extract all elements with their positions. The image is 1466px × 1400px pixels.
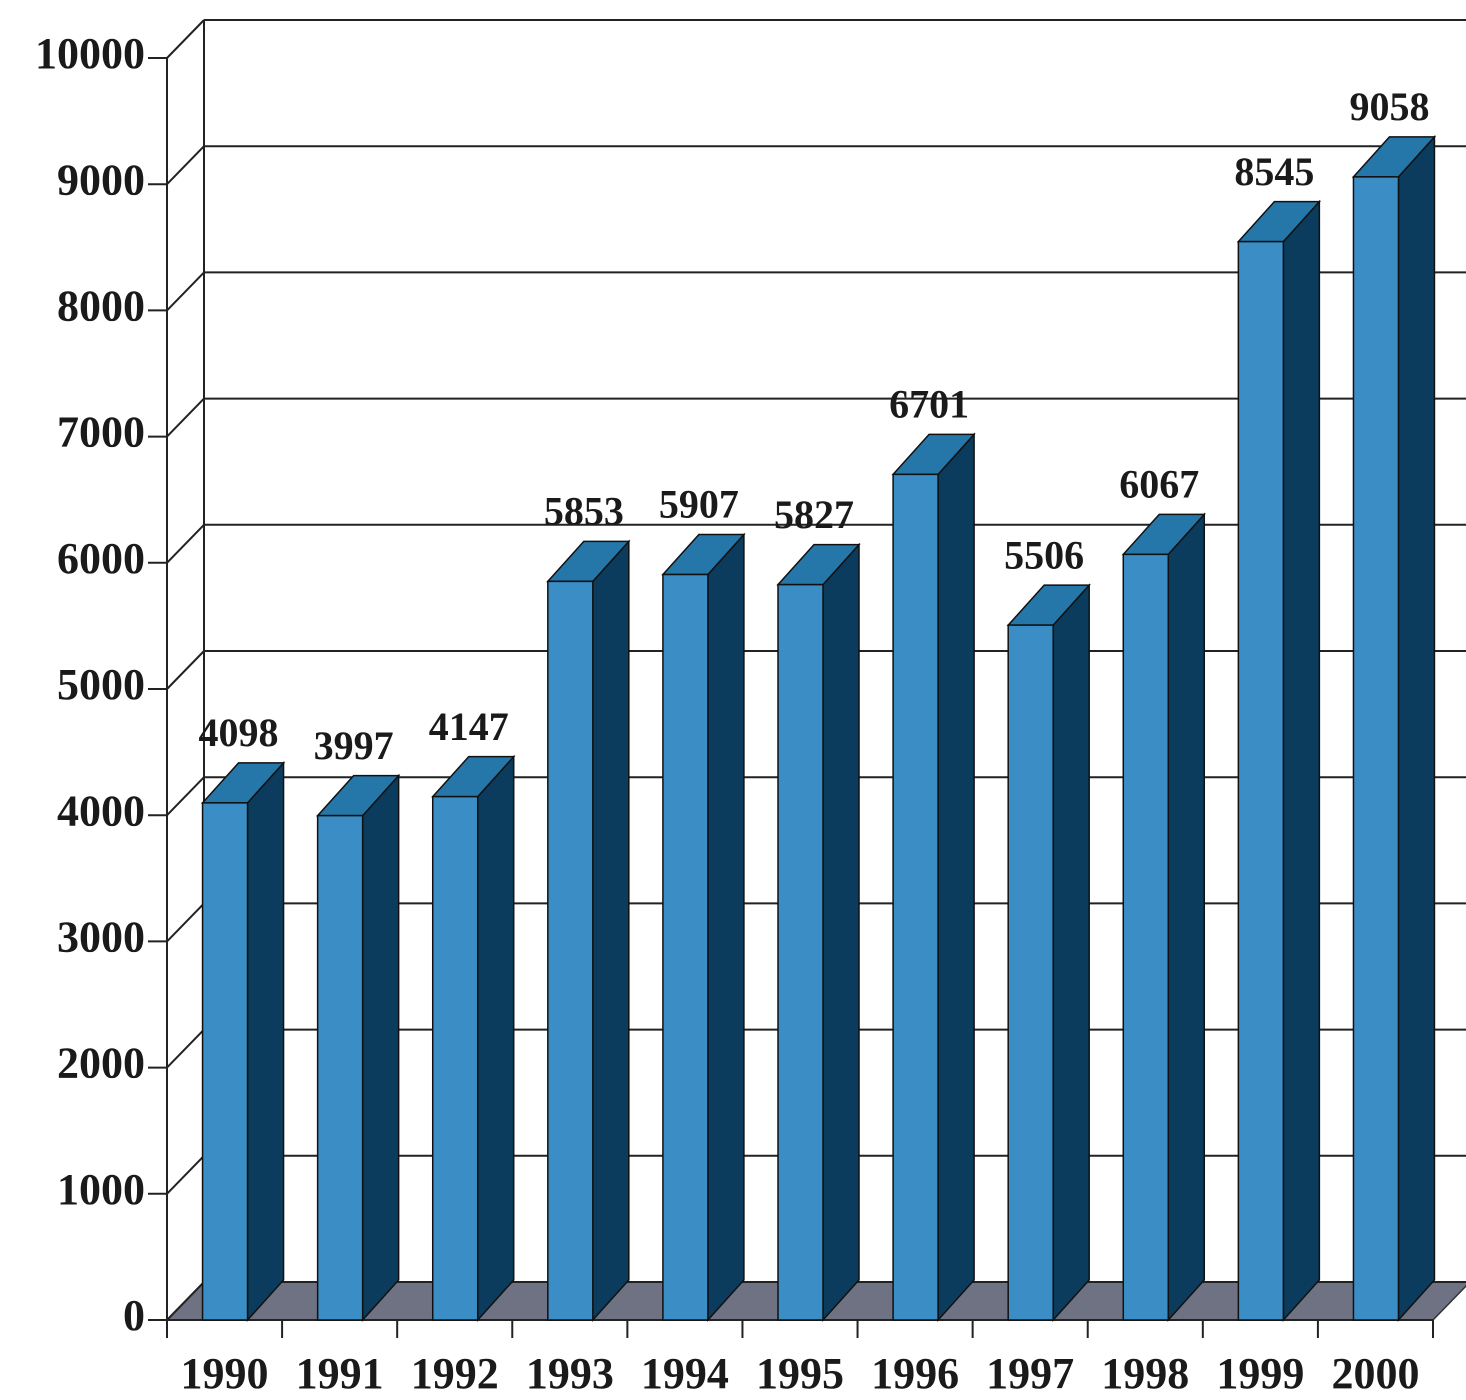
y-tick-label: 10000: [35, 29, 145, 78]
bar-front: [1237, 240, 1285, 1321]
value-label: 6067: [1119, 462, 1199, 507]
bar: [1006, 583, 1091, 1322]
value-label: 4098: [199, 710, 279, 755]
bar-front: [1352, 176, 1400, 1321]
value-label: 9058: [1349, 84, 1429, 129]
value-label: 3997: [314, 723, 394, 768]
bar-side: [822, 542, 860, 1322]
y-tick-label: 0: [123, 1291, 145, 1340]
grid-connector: [166, 650, 205, 690]
value-label: 5506: [1004, 532, 1084, 577]
bar-side: [361, 773, 400, 1322]
value-label: 8545: [1234, 149, 1314, 194]
grid-connector: [166, 776, 205, 816]
x-tick-label: 1990: [181, 1349, 269, 1398]
y-tick-label: 6000: [57, 534, 145, 583]
x-tick-label: 1991: [296, 1349, 384, 1398]
bar-front: [777, 583, 824, 1321]
y-tick-label: 8000: [57, 281, 145, 330]
bar-front: [1122, 553, 1170, 1321]
bar: [315, 773, 401, 1322]
grid-connector: [166, 524, 205, 564]
bar-side: [707, 532, 745, 1322]
value-label: 4147: [429, 704, 509, 749]
bar-front: [201, 802, 249, 1321]
bar: [891, 432, 976, 1322]
y-tick-label: 4000: [57, 786, 145, 835]
bar-side: [1052, 583, 1090, 1322]
grid-connector: [166, 271, 205, 312]
bar: [1121, 512, 1206, 1322]
y-tick-label: 5000: [57, 660, 145, 709]
grid-connector: [166, 145, 205, 185]
y-tick-label: 2000: [57, 1039, 145, 1088]
bar: [776, 542, 861, 1322]
bar-front: [547, 580, 594, 1321]
bar: [200, 760, 286, 1322]
value-label: 5907: [659, 482, 739, 527]
grid-connector: [166, 1028, 205, 1069]
grid-connector: [166, 1155, 205, 1195]
y-tick-label: 1000: [57, 1165, 145, 1214]
x-tick-label: 1995: [756, 1349, 844, 1398]
grid-connector: [166, 1281, 205, 1321]
value-label: 5827: [774, 492, 854, 537]
bar: [1351, 134, 1437, 1322]
value-label: 5853: [544, 489, 624, 534]
value-label: 6701: [889, 382, 969, 427]
bar-side: [1397, 134, 1436, 1322]
x-tick-label: 1994: [641, 1349, 729, 1398]
bar-side: [246, 760, 285, 1322]
x-tick-label: 1992: [411, 1349, 499, 1398]
bar-side: [1282, 199, 1321, 1322]
bar: [1236, 199, 1322, 1322]
x-tick-label: 1993: [526, 1349, 614, 1398]
bar-side: [592, 539, 630, 1322]
x-tick-label: 2000: [1331, 1349, 1419, 1398]
y-tick-label: 3000: [57, 912, 145, 961]
bar-side: [1167, 512, 1206, 1322]
bar: [546, 539, 631, 1322]
bar-front: [662, 573, 709, 1321]
bar-side: [476, 754, 515, 1322]
x-tick-label: 1996: [871, 1349, 959, 1398]
grid-connector: [166, 397, 205, 438]
bar: [431, 754, 516, 1322]
y-tick-label: 7000: [57, 408, 145, 457]
bar-front: [316, 814, 364, 1321]
bar-side: [937, 432, 975, 1322]
y-tick-label: 9000: [57, 155, 145, 204]
grid-connector: [166, 19, 205, 59]
bar-front: [892, 473, 939, 1321]
bar: [661, 532, 746, 1322]
x-tick-label: 1997: [986, 1349, 1074, 1398]
bar-front: [431, 795, 479, 1321]
bar-front: [1007, 624, 1054, 1321]
x-tick-label: 1998: [1101, 1349, 1189, 1398]
x-tick-label: 1999: [1216, 1349, 1304, 1398]
grid-connector: [166, 902, 205, 943]
